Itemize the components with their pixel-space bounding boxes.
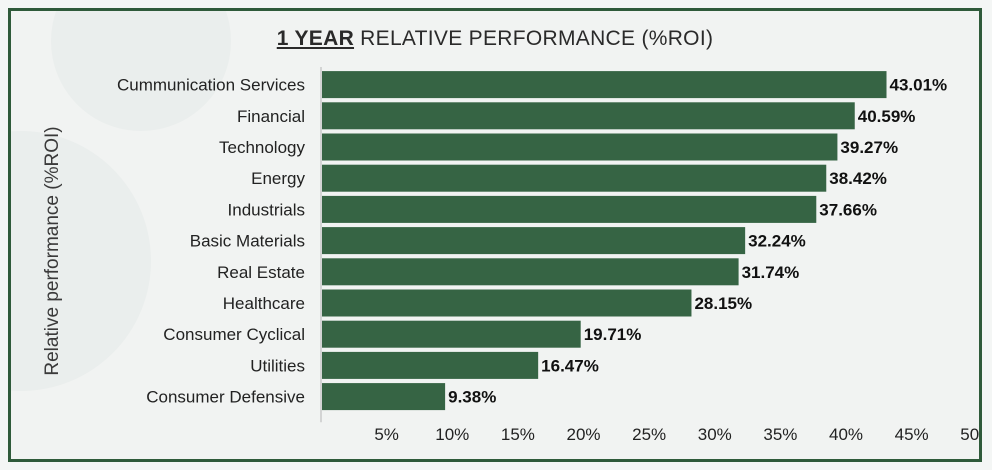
x-tick-label: 45% bbox=[895, 425, 929, 444]
data-label: 43.01% bbox=[890, 76, 948, 95]
x-tick-label: 15% bbox=[501, 425, 535, 444]
bar bbox=[322, 289, 692, 317]
category-label: Consumer Defensive bbox=[146, 388, 305, 407]
data-label: 39.27% bbox=[840, 138, 898, 157]
chart-title: 1 YEAR RELATIVE PERFORMANCE (%ROI) bbox=[11, 27, 979, 51]
bar bbox=[322, 383, 446, 411]
bar-chart: Cummunication Services 43.01% Financial 40.… bbox=[117, 67, 979, 444]
bar bbox=[322, 258, 739, 286]
category-label: Technology bbox=[219, 138, 306, 157]
bar bbox=[322, 320, 581, 348]
category-label: Industrials bbox=[228, 200, 305, 219]
chart-title-rest: RELATIVE PERFORMANCE (%ROI) bbox=[354, 27, 714, 50]
category-label: Basic Materials bbox=[190, 232, 305, 251]
category-label: Real Estate bbox=[217, 263, 305, 282]
x-tick-label: 40% bbox=[829, 425, 863, 444]
x-tick-label: 30% bbox=[698, 425, 732, 444]
x-tick-label: 35% bbox=[763, 425, 797, 444]
bar bbox=[322, 164, 827, 192]
data-label: 40.59% bbox=[858, 107, 916, 126]
data-label: 37.66% bbox=[819, 200, 877, 219]
category-label: Energy bbox=[251, 169, 305, 188]
category-label: Financial bbox=[237, 107, 305, 126]
data-label: 16.47% bbox=[541, 356, 599, 375]
bar bbox=[322, 195, 817, 223]
x-tick-label: 5% bbox=[374, 425, 399, 444]
data-label: 9.38% bbox=[448, 388, 496, 407]
data-label: 38.42% bbox=[829, 169, 887, 188]
category-label: Cummunication Services bbox=[117, 76, 305, 95]
data-label: 32.24% bbox=[748, 232, 806, 251]
category-label: Healthcare bbox=[223, 294, 305, 313]
bar bbox=[322, 351, 539, 379]
bar bbox=[322, 227, 746, 255]
x-tick-label: 10% bbox=[435, 425, 469, 444]
category-label: Utilities bbox=[250, 356, 305, 375]
data-label: 19.71% bbox=[584, 325, 642, 344]
x-tick-label: 25% bbox=[632, 425, 666, 444]
chart-frame: 1 YEAR RELATIVE PERFORMANCE (%ROI) Relat… bbox=[8, 8, 982, 462]
data-label: 31.74% bbox=[742, 263, 800, 282]
x-tick-label: 50% bbox=[960, 425, 979, 444]
x-tick-label: 20% bbox=[566, 425, 600, 444]
data-label: 28.15% bbox=[694, 294, 752, 313]
bar bbox=[322, 133, 838, 161]
category-label: Consumer Cyclical bbox=[163, 325, 305, 344]
bar bbox=[322, 102, 855, 130]
chart-title-emphasis: 1 YEAR bbox=[276, 27, 355, 50]
bar bbox=[322, 71, 887, 99]
